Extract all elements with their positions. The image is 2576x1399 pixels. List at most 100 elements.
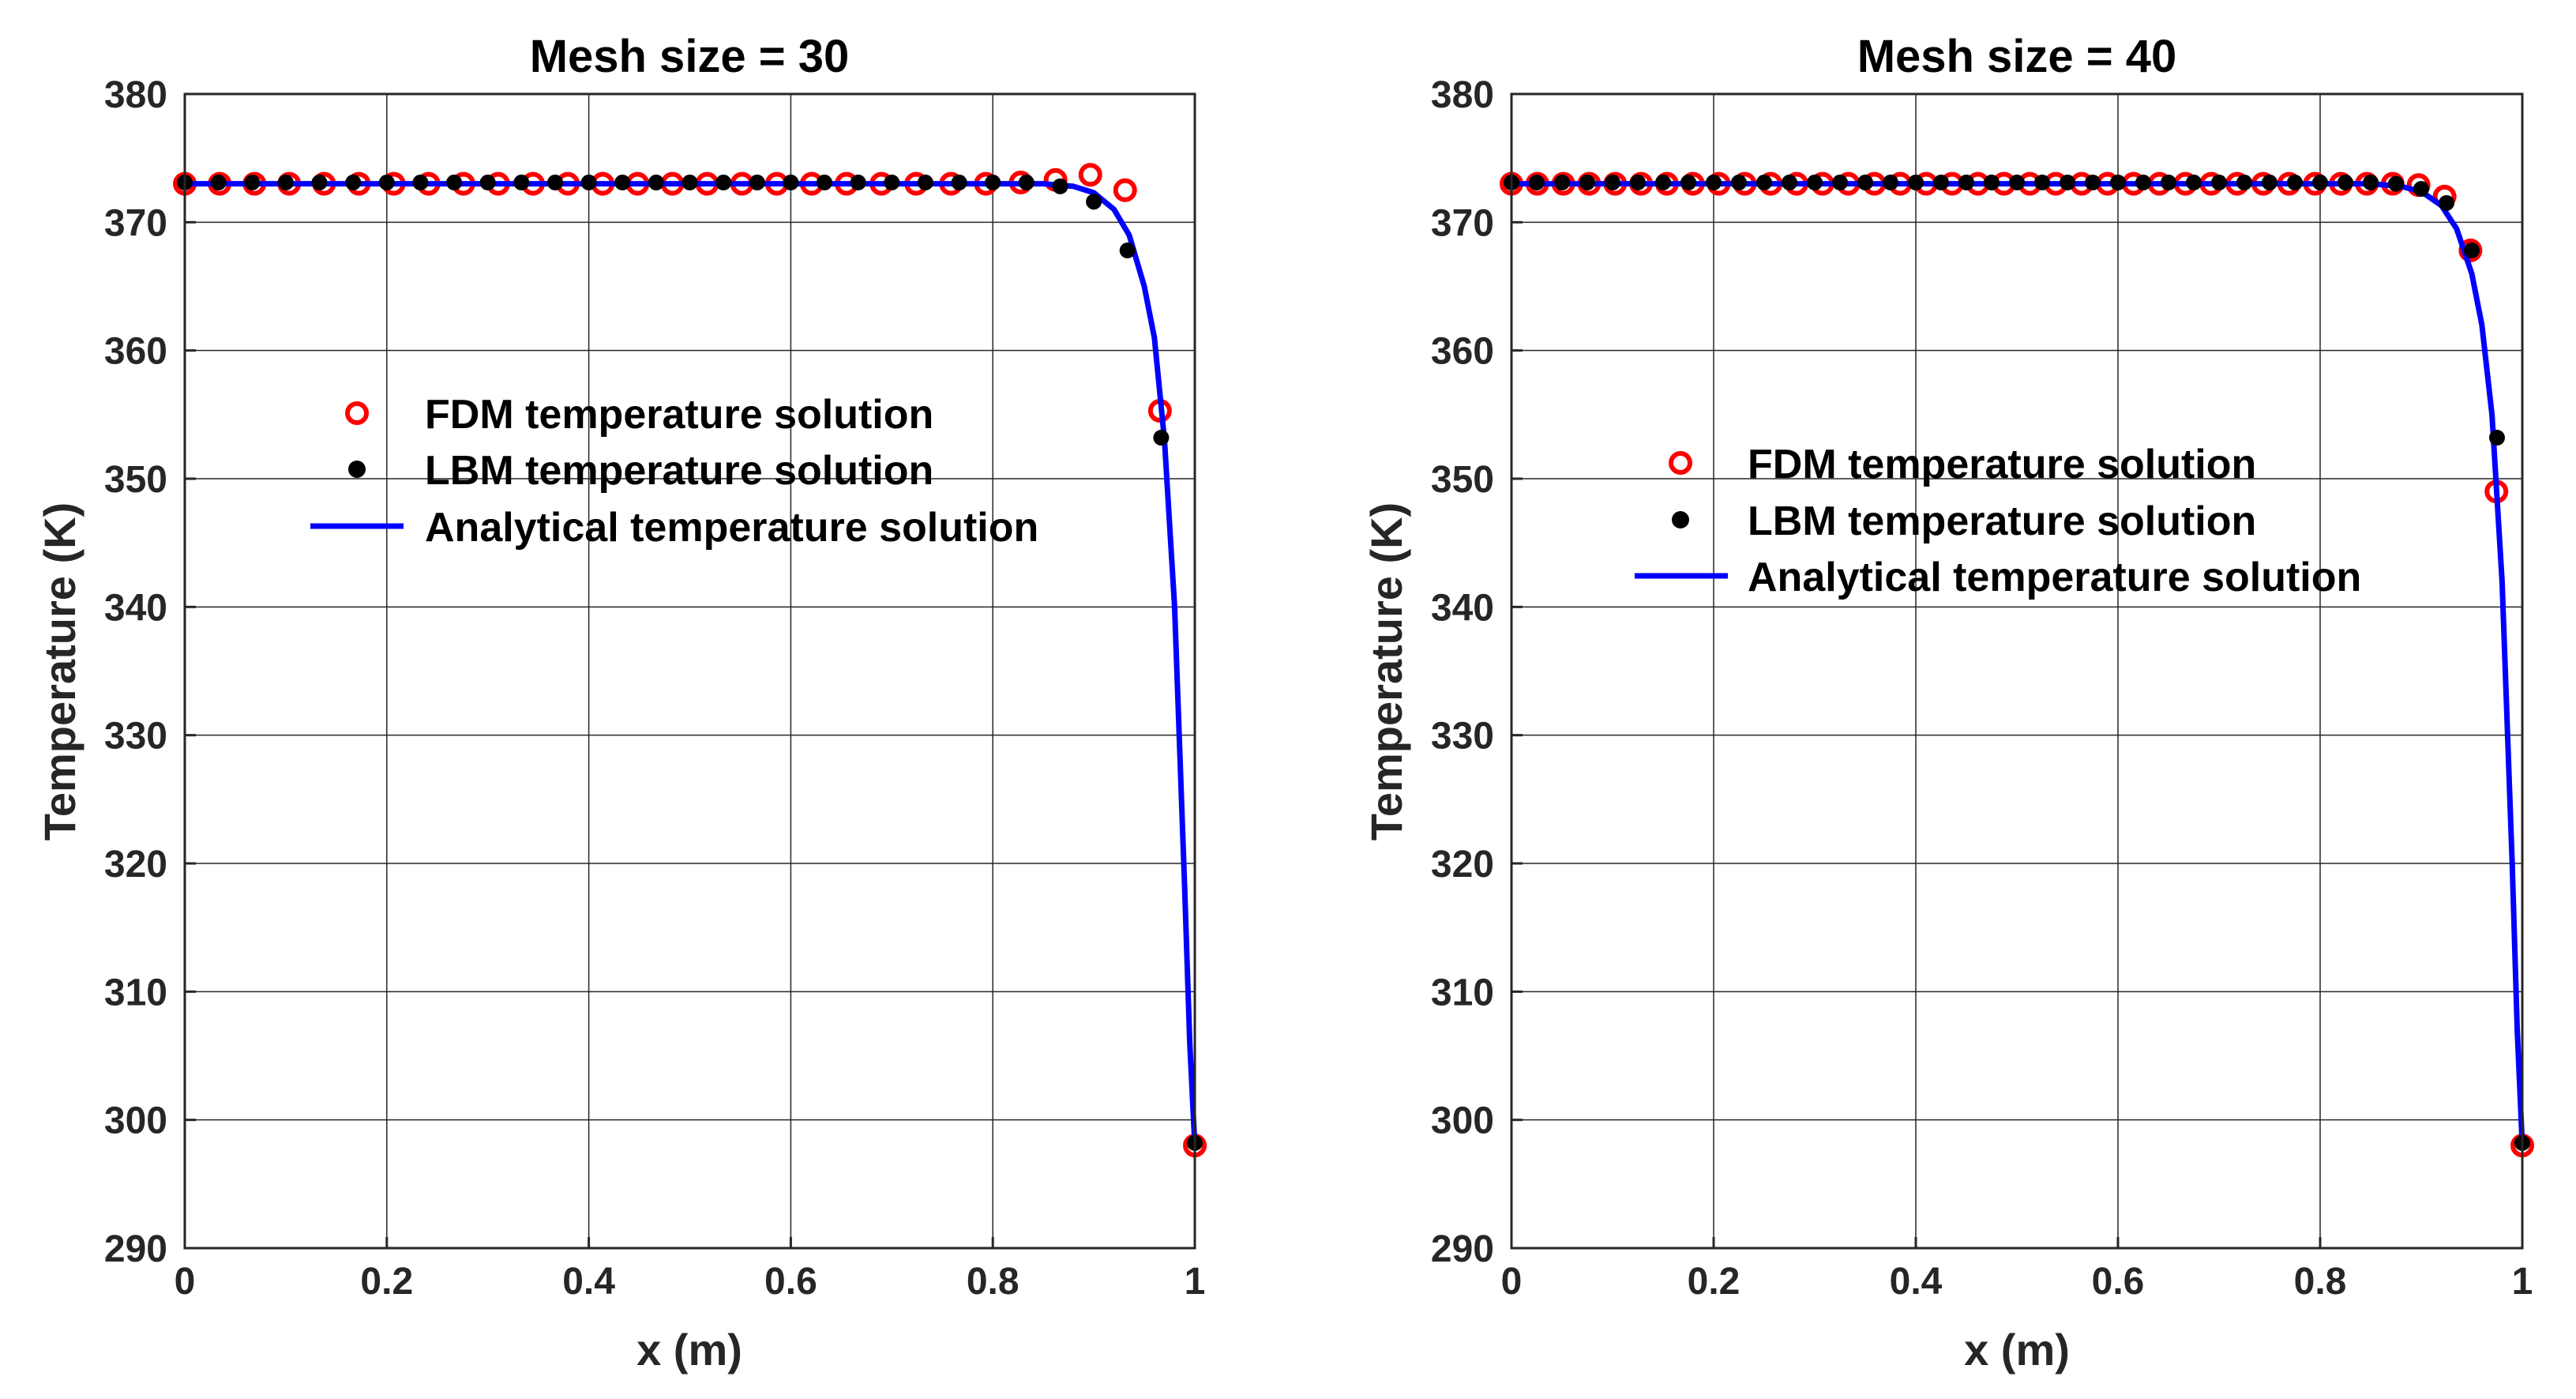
lbm-point <box>1706 175 1722 191</box>
legend-label-fdm: FDM temperature solution <box>425 392 933 438</box>
lbm-point <box>2312 175 2328 191</box>
legend-label-analytical: Analytical temperature solution <box>425 505 1038 551</box>
lbm-point <box>1529 175 1545 191</box>
x-tick-label: 0.6 <box>2092 1261 2145 1303</box>
lbm-point <box>2489 430 2505 446</box>
legend-marker-fdm <box>345 401 369 425</box>
lbm-point <box>2085 175 2101 191</box>
y-axis-label: Temperature (K) <box>35 502 84 841</box>
lbm-point <box>1958 175 1974 191</box>
y-tick-label: 340 <box>104 587 167 629</box>
lbm-point <box>917 175 933 191</box>
lbm-point <box>446 175 463 191</box>
lbm-point <box>210 175 227 191</box>
legend-label-lbm: LBM temperature solution <box>1748 498 2256 544</box>
x-tick-label: 0.8 <box>967 1261 1020 1303</box>
lbm-point <box>2236 175 2252 191</box>
y-tick-label: 310 <box>104 972 167 1014</box>
lbm-point <box>884 175 900 191</box>
x-tick-label: 1 <box>2512 1261 2533 1303</box>
lbm-point <box>2009 175 2025 191</box>
x-axis-label: x (m) <box>1964 1325 2070 1375</box>
x-tick-label: 0.6 <box>764 1261 817 1303</box>
lbm-point <box>378 175 395 191</box>
lbm-point <box>1782 175 1797 191</box>
plot-area <box>1511 94 2522 1248</box>
x-tick-label: 0 <box>1501 1261 1523 1303</box>
lbm-point <box>1908 175 1924 191</box>
y-tick-label: 380 <box>1431 74 1494 116</box>
lbm-point <box>244 175 261 191</box>
lbm-point <box>547 175 564 191</box>
legend-label-analytical: Analytical temperature solution <box>1748 555 2361 600</box>
lbm-point <box>2060 175 2075 191</box>
lbm-point <box>2413 181 2429 197</box>
lbm-point <box>580 175 597 191</box>
legend-label-lbm: LBM temperature solution <box>425 448 933 494</box>
lbm-point <box>816 175 832 191</box>
lbm-point <box>2211 175 2227 191</box>
lbm-point <box>2287 175 2303 191</box>
lbm-point <box>1655 175 1671 191</box>
lbm-point <box>951 175 967 191</box>
lbm-point <box>749 175 765 191</box>
y-tick-label: 360 <box>1431 331 1494 373</box>
lbm-point <box>715 175 732 191</box>
y-tick-label: 350 <box>104 459 167 501</box>
lbm-point <box>1883 175 1898 191</box>
lbm-point <box>1605 175 1620 191</box>
x-axis-label: x (m) <box>636 1325 742 1375</box>
y-tick-label: 320 <box>104 844 167 886</box>
legend: FDM temperature solution LBM temperature… <box>310 392 1038 551</box>
y-tick-label: 330 <box>1431 716 1494 758</box>
y-tick-label: 330 <box>104 716 167 758</box>
lbm-point <box>985 175 1001 191</box>
lbm-point <box>2363 175 2379 191</box>
x-tick-label: 0.8 <box>2294 1261 2347 1303</box>
lbm-point <box>1731 175 1747 191</box>
y-tick-label: 300 <box>104 1100 167 1142</box>
lbm-point <box>614 175 631 191</box>
tick-labels: 0 0.2 0.4 0.6 0.8 1 290 300 310 320 330 340 350 360 37… <box>104 74 1205 1303</box>
lbm-point <box>2161 175 2176 191</box>
lbm-point <box>1756 175 1772 191</box>
lbm-point <box>1119 243 1136 259</box>
lbm-point <box>648 175 664 191</box>
lbm-point <box>783 175 799 191</box>
lbm-point <box>1984 175 2000 191</box>
lbm-point <box>2439 194 2454 211</box>
x-tick-label: 0 <box>175 1261 196 1303</box>
legend-marker-fdm <box>1669 451 1692 475</box>
lbm-point <box>1630 175 1646 191</box>
lbm-point <box>1857 175 1873 191</box>
y-tick-label: 370 <box>1431 202 1494 244</box>
lbm-point <box>345 175 362 191</box>
lbm-point <box>1086 194 1102 210</box>
y-tick-label: 340 <box>1431 587 1494 629</box>
y-tick-label: 350 <box>1431 459 1494 501</box>
y-tick-label: 290 <box>104 1228 167 1270</box>
plot-area <box>185 94 1195 1248</box>
lbm-point <box>2388 175 2404 192</box>
lbm-point <box>1018 175 1035 191</box>
lbm-point <box>1933 175 1949 191</box>
lbm-point <box>1052 178 1068 194</box>
lbm-point <box>1680 175 1696 191</box>
chart-title: Mesh size = 40 <box>1857 31 2177 82</box>
chart-panel-mesh-40: 0 0.2 0.4 0.6 0.8 1 290 300 310 320 330 340 350 360 37… <box>1361 31 2534 1375</box>
lbm-point <box>1153 430 1170 446</box>
analytical-line <box>185 181 1198 1146</box>
tick-labels: 0 0.2 0.4 0.6 0.8 1 290 300 310 320 330 340 350 360 37… <box>1431 74 2533 1303</box>
lbm-point <box>277 175 294 191</box>
lbm-point <box>479 175 496 191</box>
legend-label-fdm: FDM temperature solution <box>1748 442 2256 487</box>
chart-panel-mesh-30: 0 0.2 0.4 0.6 0.8 1 290 300 310 320 330 340 350 360 37… <box>35 31 1207 1375</box>
x-tick-label: 0.4 <box>562 1261 615 1303</box>
y-tick-label: 360 <box>104 331 167 373</box>
y-tick-label: 370 <box>104 202 167 244</box>
legend-marker-lbm <box>1672 511 1689 528</box>
fdm-point <box>1078 163 1102 187</box>
y-tick-label: 290 <box>1431 1228 1494 1270</box>
lbm-point <box>1579 175 1595 191</box>
fdm-point <box>2458 239 2483 263</box>
